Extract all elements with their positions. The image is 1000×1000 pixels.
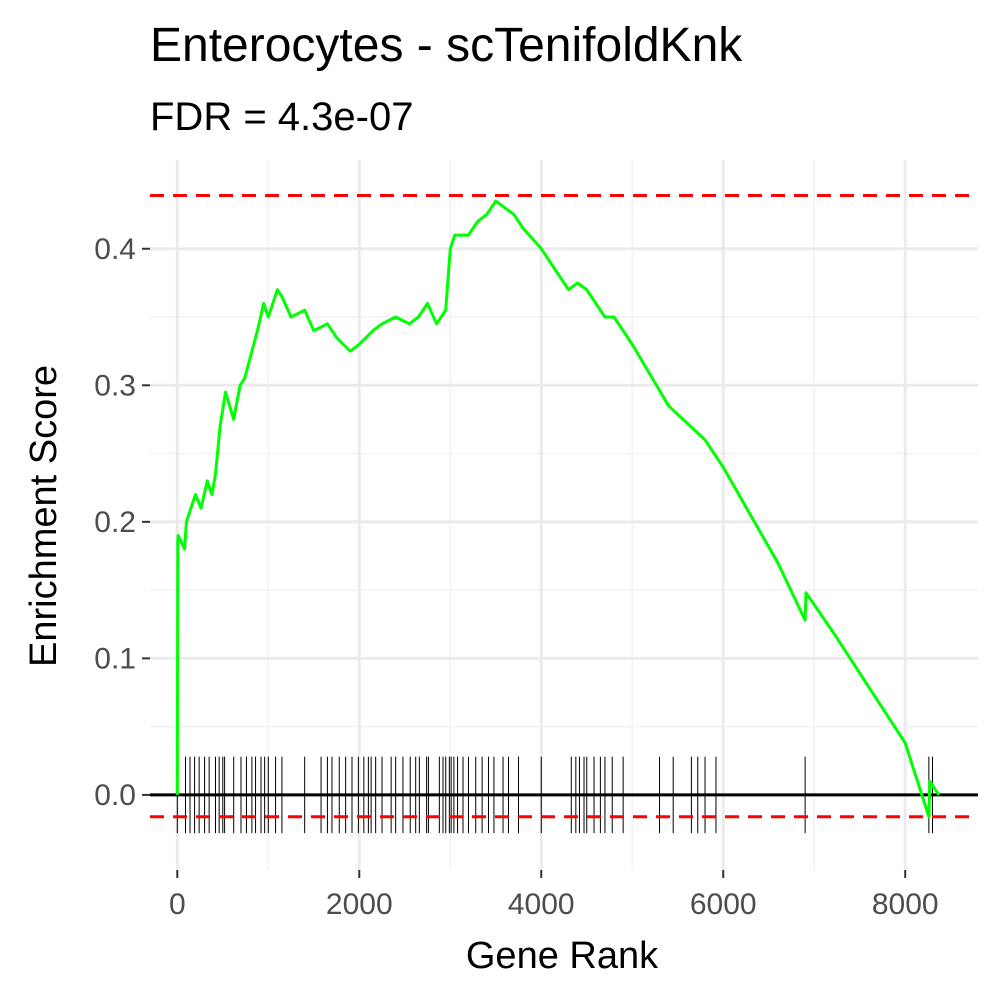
series-layer [175, 199, 941, 819]
y-tick-label: 0.2 [94, 506, 136, 539]
x-tick-label: 2000 [326, 888, 393, 921]
grid [150, 160, 978, 870]
x-axis-title: Gene Rank [466, 935, 659, 977]
axis-ticks: 0 2000 4000 6000 8000 0.0 0.1 0.2 0.3 0.4 [94, 233, 938, 921]
x-tick-label: 4000 [508, 888, 575, 921]
y-tick-label: 0.3 [94, 369, 136, 402]
x-tick-label: 0 [169, 888, 186, 921]
chart-title: Enterocytes - scTenifoldKnk [150, 19, 743, 72]
reference-lines [150, 194, 978, 819]
y-tick-label: 0.0 [94, 779, 136, 812]
y-tick-label: 0.1 [94, 642, 136, 675]
y-tick-label: 0.4 [94, 233, 136, 266]
x-tick-label: 6000 [690, 888, 757, 921]
enrichment-score-line [175, 199, 941, 819]
x-tick-label: 8000 [872, 888, 939, 921]
chart-subtitle: FDR = 4.3e-07 [150, 95, 414, 139]
y-axis-title: Enrichment Score [23, 365, 65, 667]
